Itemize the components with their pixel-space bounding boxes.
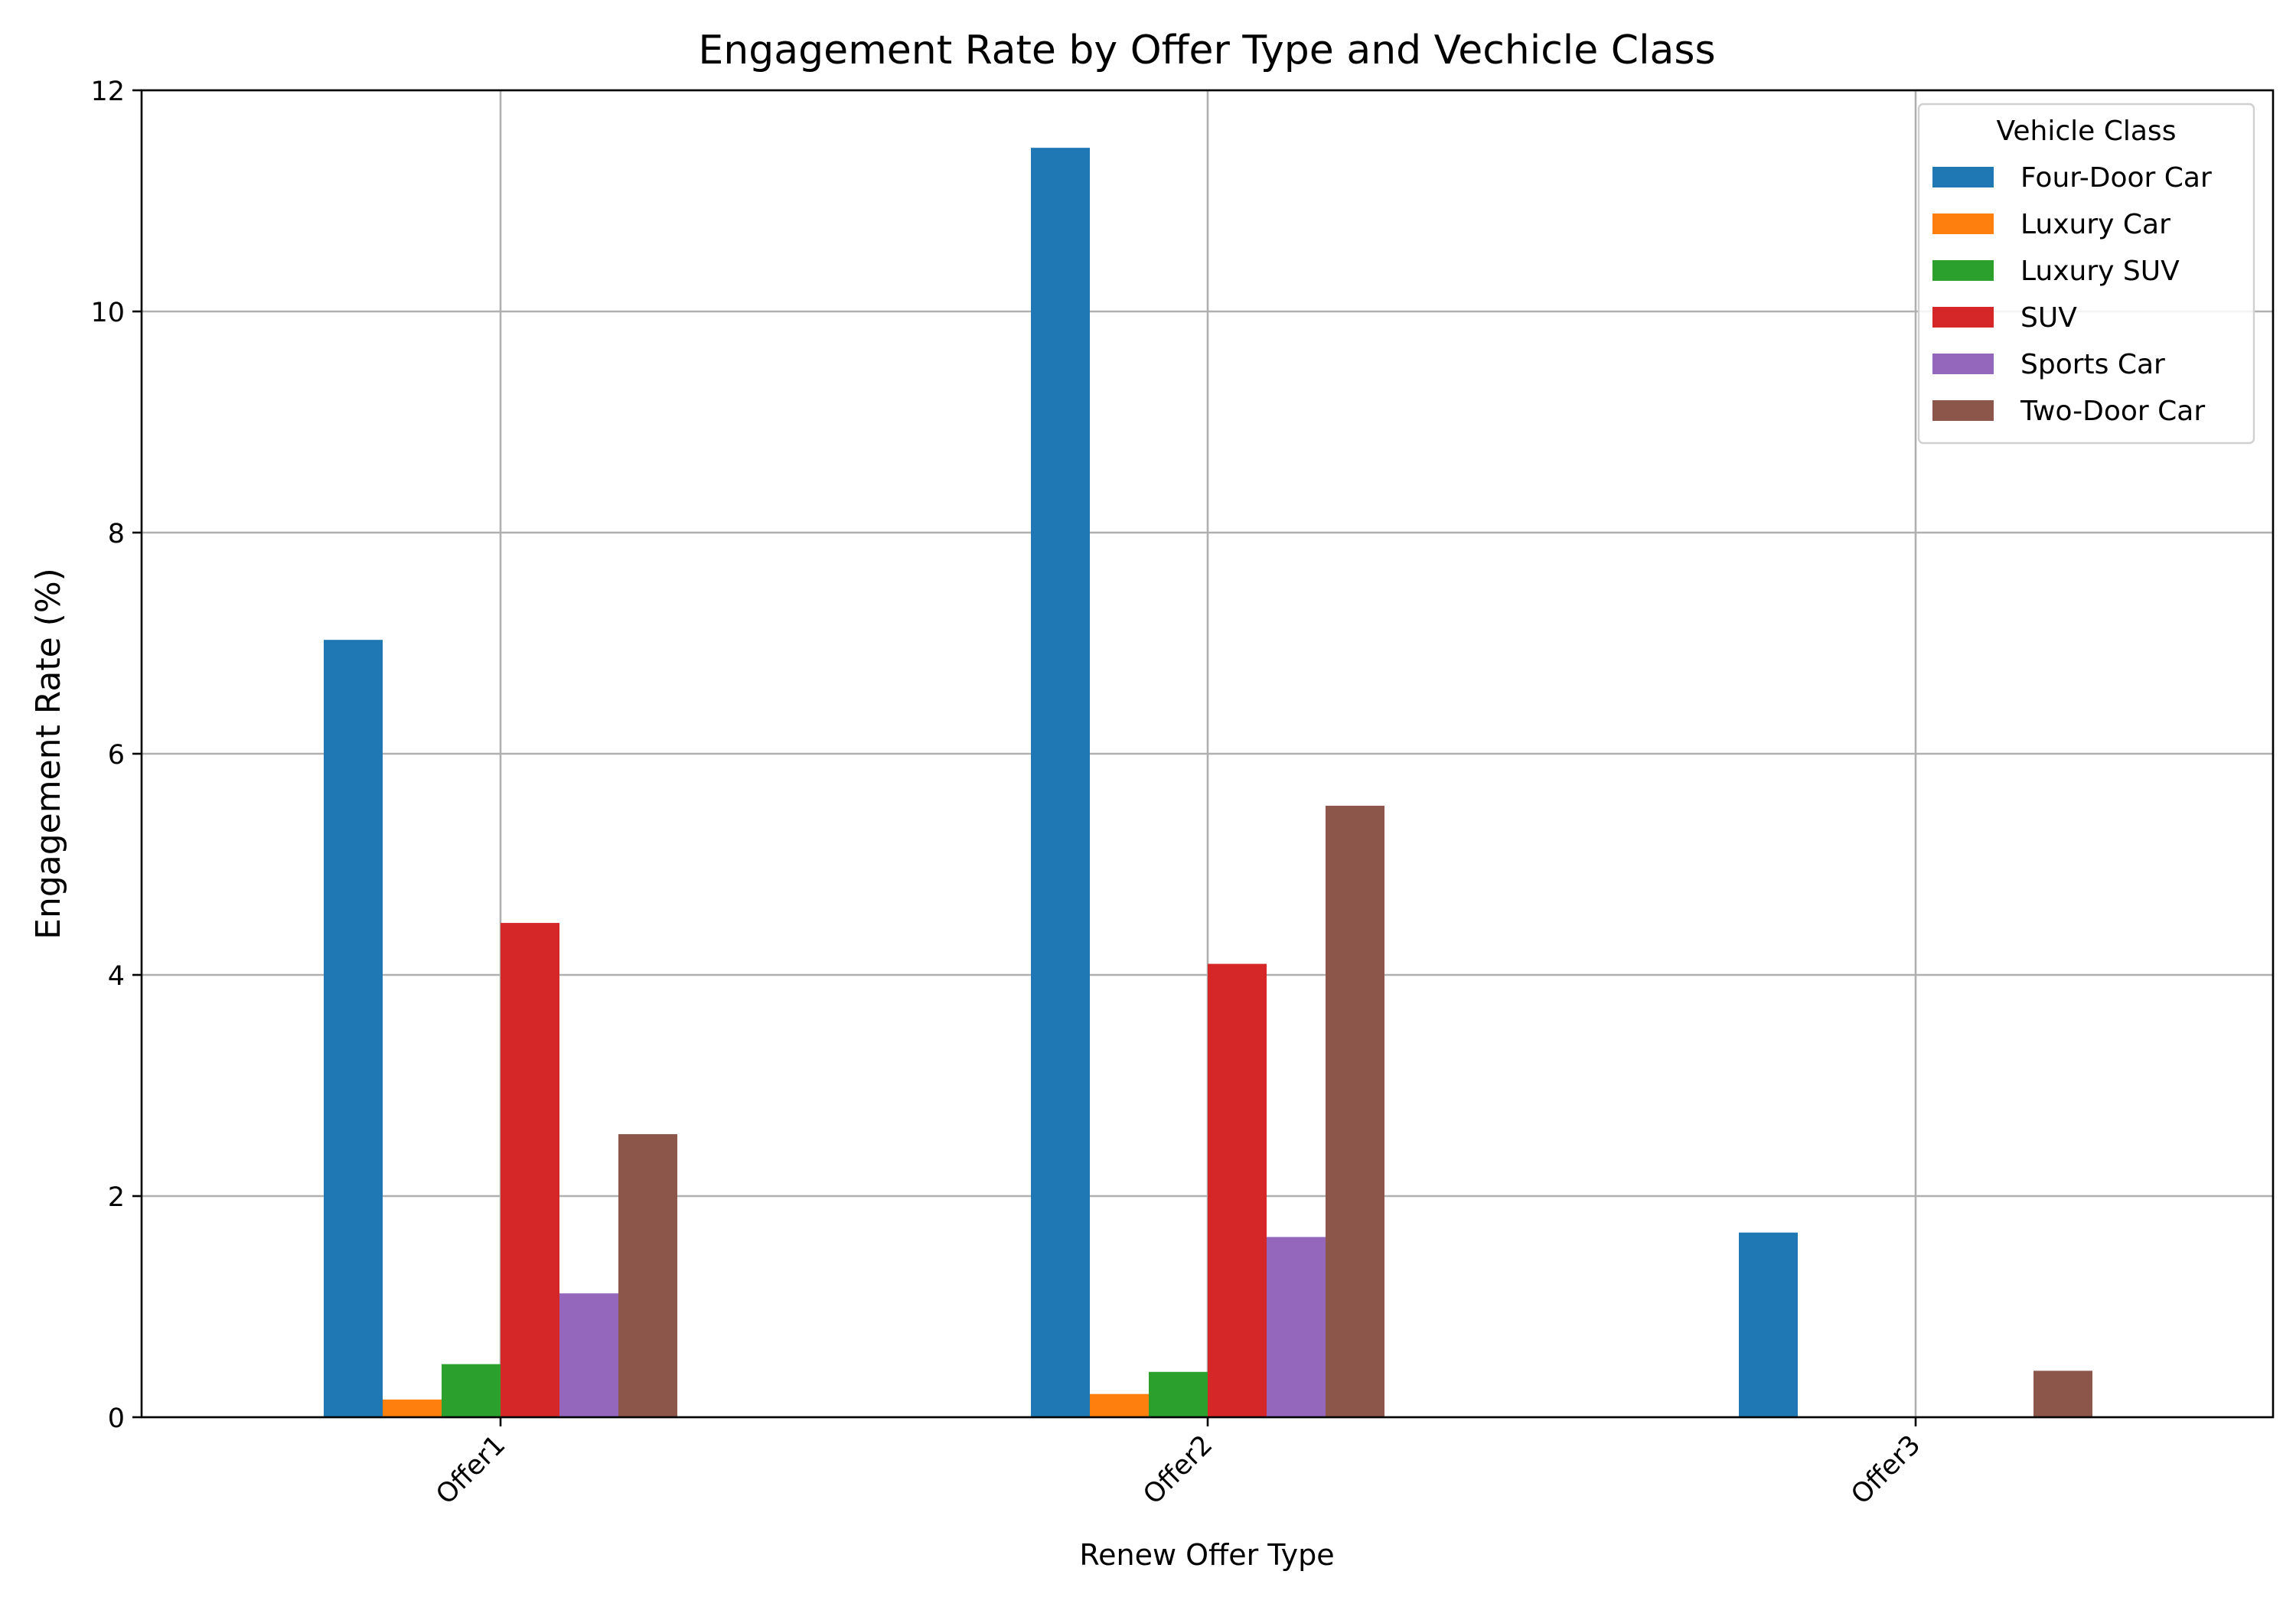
bar: [1267, 1237, 1326, 1417]
y-axis-label: Engagement Rate (%): [29, 568, 68, 940]
bar: [1208, 963, 1267, 1417]
y-tick-label: 4: [108, 961, 125, 992]
y-tick-label: 10: [90, 298, 125, 328]
chart-title: Engagement Rate by Offer Type and Vechic…: [698, 28, 1715, 73]
bar: [1739, 1232, 1798, 1417]
legend-box: [1917, 103, 2255, 445]
bar: [501, 923, 559, 1417]
bar: [1090, 1393, 1149, 1417]
legend-label: Four-Door Car: [2020, 162, 2212, 194]
legend-swatch: [1932, 400, 1994, 421]
legend-swatch: [1932, 167, 1994, 187]
legend-swatch: [1932, 260, 1994, 281]
legend-title: Vehicle Class: [1997, 116, 2177, 147]
y-tick-label: 8: [108, 519, 125, 549]
bar: [2033, 1371, 2092, 1417]
legend-label: Luxury Car: [2020, 209, 2170, 240]
y-tick-label: 2: [108, 1182, 125, 1213]
legend-label: Sports Car: [2020, 349, 2165, 380]
y-tick-label: 6: [108, 740, 125, 771]
y-tick-label: 12: [90, 77, 125, 107]
legend: Vehicle Class Four-Door Car Luxury Car Luxu…: [1917, 103, 2255, 445]
bars: [324, 148, 2092, 1417]
y-tick-label: 0: [108, 1403, 125, 1434]
bar: [324, 640, 383, 1417]
legend-swatch: [1932, 307, 1994, 328]
bar: [1326, 805, 1384, 1417]
bar: [383, 1399, 442, 1417]
bar: [442, 1364, 501, 1417]
bar: [1149, 1371, 1208, 1417]
x-axis-label: Renew Offer Type: [1079, 1538, 1334, 1572]
legend-label: SUV: [2020, 302, 2077, 334]
legend-label: Luxury SUV: [2020, 256, 2180, 287]
bar: [559, 1293, 618, 1417]
legend-label: Two-Door Car: [2020, 396, 2205, 427]
bar: [618, 1134, 677, 1417]
legend-swatch: [1932, 214, 1994, 234]
bar: [1031, 148, 1090, 1417]
legend-swatch: [1932, 354, 1994, 374]
